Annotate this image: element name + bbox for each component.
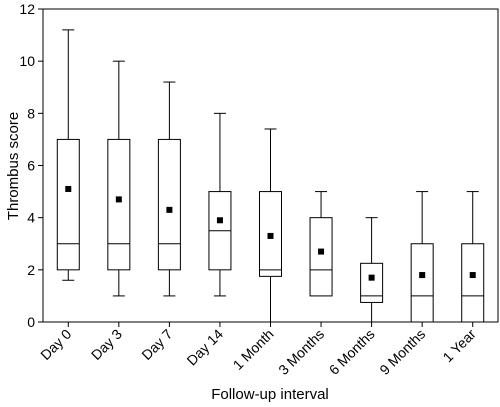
box-group <box>309 191 333 297</box>
box-iqr <box>410 243 434 323</box>
x-tick-label: Day 0 <box>37 326 74 363</box>
x-tick-label: 1 Month <box>230 326 277 373</box>
y-tick-label: 4 <box>27 210 35 226</box>
mean-marker <box>216 217 223 224</box>
box-group <box>360 217 384 323</box>
box-group <box>461 191 485 323</box>
box-group <box>208 112 232 297</box>
y-tick-label: 10 <box>19 53 35 69</box>
box-group <box>107 60 131 297</box>
x-tick-label: 3 Months <box>275 326 327 378</box>
mean-marker <box>65 185 72 192</box>
box-iqr <box>309 217 333 297</box>
y-tick-label: 12 <box>19 1 35 17</box>
box-group <box>56 29 80 281</box>
y-tick-label: 2 <box>27 262 35 278</box>
box-series <box>56 29 485 323</box>
mean-marker <box>318 248 325 255</box>
x-tick-label: 1 Year <box>439 326 479 366</box>
mean-marker <box>166 206 173 213</box>
y-tick-label: 0 <box>27 314 35 330</box>
x-tick-label: 9 Months <box>376 326 428 378</box>
box-iqr <box>157 138 181 271</box>
y-axis-ticks: 0 2 4 6 8 10 12 <box>19 1 43 330</box>
x-tick-label: Day 3 <box>88 326 125 363</box>
box-iqr <box>461 243 485 323</box>
x-tick-label: 6 Months <box>326 326 378 378</box>
y-tick-label: 8 <box>27 105 35 121</box>
x-tick-label: Day 7 <box>138 326 175 363</box>
mean-marker <box>115 196 122 203</box>
mean-marker <box>267 232 274 239</box>
box-group <box>157 81 181 297</box>
x-axis-title: Follow-up interval <box>211 386 329 403</box>
x-tick-label: Day 14 <box>183 326 226 369</box>
box-iqr <box>107 138 131 271</box>
box-iqr <box>56 138 80 271</box>
mean-marker <box>368 274 375 281</box>
box-iqr <box>360 262 384 303</box>
y-axis-title: Thrombus score <box>5 112 22 220</box>
y-tick-label: 6 <box>27 158 35 174</box>
box-group <box>410 191 434 323</box>
mean-marker <box>419 272 426 279</box>
box-group <box>259 128 282 323</box>
mean-marker <box>469 272 476 279</box>
